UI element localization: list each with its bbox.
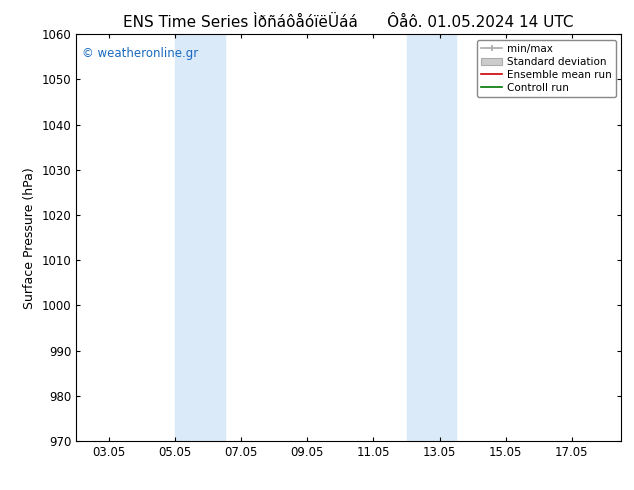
Text: © weatheronline.gr: © weatheronline.gr	[82, 47, 198, 59]
Bar	[406, 34, 456, 441]
Title: ENS Time Series ÌðñáôåóïëÜáá      Ôåô. 01.05.2024 14 UTC: ENS Time Series ÌðñáôåóïëÜáá Ôåô. 01.05.…	[124, 15, 574, 30]
Bar	[175, 34, 225, 441]
Y-axis label: Surface Pressure (hPa): Surface Pressure (hPa)	[23, 167, 36, 309]
Legend: min/max, Standard deviation, Ensemble mean run, Controll run: min/max, Standard deviation, Ensemble me…	[477, 40, 616, 97]
